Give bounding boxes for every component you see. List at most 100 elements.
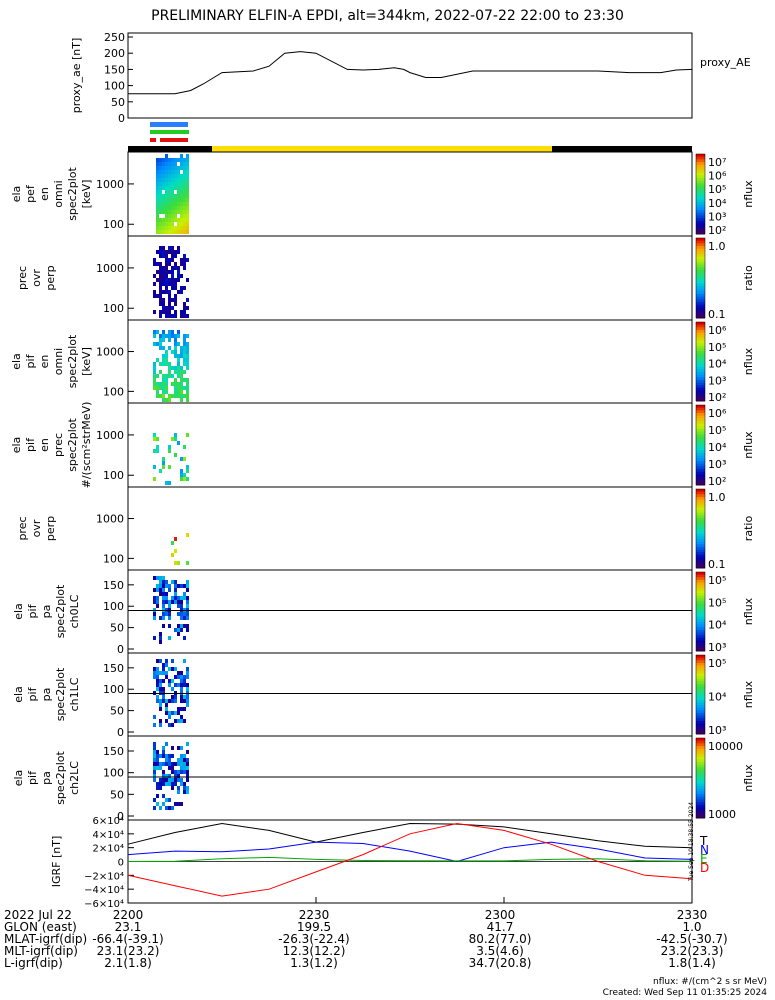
proxy-ae-ytick-label: 0 [118,112,125,125]
colorbar-segment [696,194,705,198]
spectrogram-pixel [180,699,183,703]
spectrogram-pixel [177,374,180,378]
colorbar-tick-label: 10³ [708,374,726,387]
colorbar-tick-label: 10⁶ [708,324,727,337]
spectrogram-pixel [171,786,174,790]
spectrogram-pixel [165,612,168,616]
spectrogram-pixel [177,170,180,174]
spectrogram-ylabel-word: pa [40,771,53,785]
colorbar-segment [696,502,705,506]
spectrogram-pixel [180,346,183,350]
colorbar-segment [696,812,705,816]
colorbar-segment [696,327,705,331]
spectrogram-pixel [159,334,162,338]
spectrogram-pixel [171,699,174,703]
colorbar-segment [696,807,705,811]
spectrogram-pixel [159,394,162,398]
footer-row-label: MLAT-igrf(dip) [4,932,88,946]
spectrogram-pixel [162,302,165,306]
spectrogram-pixel [168,774,171,778]
spectrogram-pixel [159,158,162,162]
colorbar-segment [696,562,705,566]
spectrogram-pixel [153,465,156,469]
colorbar-segment [696,783,705,787]
spectrogram-pixel [162,206,165,210]
spectrogram-pixel [159,278,162,282]
spectrogram-pixel [168,226,171,230]
spectrogram-pixel [156,170,159,174]
spectrogram-pixel [159,302,162,306]
colorbar-tick-label: 10⁵ [708,574,726,587]
colorbar-segment [696,751,705,755]
spectrogram-pixel [171,202,174,206]
spectrogram-pixel [159,636,162,640]
colorbar-segment [696,275,705,279]
colorbar-frame [695,571,706,652]
colorbar-segment [696,283,705,287]
colorbar-segment [696,608,705,612]
footer-row-value: -26.3(-22.4) [278,932,350,946]
spectrogram-pixel [162,282,165,286]
spectrogram-pixel [156,695,159,699]
spectrogram-pixel [174,298,177,302]
spectrogram-pixel [156,158,159,162]
spectrogram-pixel [177,386,180,390]
spectrogram-pixel [168,330,171,334]
spectrogram-pixel [165,274,168,278]
colorbar-segment [696,788,705,792]
spectrogram-pixel [156,386,159,390]
spectrogram-pixel [171,206,174,210]
spectrogram-pixel [180,370,183,374]
spectrogram-pixel [183,162,186,166]
spectrogram-pixel [177,770,180,774]
spectrogram-pixel [186,382,189,386]
spectrogram-pixel [174,286,177,290]
colorbar-segment [696,358,705,362]
spectrogram-panel-2: 1000 100 prec ovr perp 1.0 0.1 ratio [16,235,755,321]
spectrogram-pixel [180,190,183,194]
spectrogram-pixel [171,230,174,234]
spectrogram-pixel [180,398,183,402]
spectrogram-pixel [165,600,168,604]
colorbar-segment [696,691,705,695]
spectrogram-pixel [180,310,183,314]
spectrogram-pixel [156,584,159,588]
spectrogram-pixel [180,770,183,774]
spectrogram-pixel [183,770,186,774]
spectrogram-pixel [165,663,168,667]
spectrogram-pixel [180,477,183,481]
spectrogram-ylabel-word: spec2plot [66,167,79,221]
spectrogram-pixel [159,382,162,386]
colorbar-segment [696,528,705,532]
colorbar-segment [696,350,705,355]
colorbar-segment [696,390,705,394]
spectrogram-pixel [183,782,186,786]
spectrogram-pixel [171,198,174,202]
colorbar-segment [696,491,705,495]
spectrogram-pixel [156,194,159,198]
spectrogram-pixel [159,226,162,230]
spectrogram-pixel [159,210,162,214]
spectrogram-pixel [174,561,177,565]
spectrogram-pixel [180,178,183,182]
spectrogram-pixel [186,378,189,382]
spectrogram-pixel [165,194,168,198]
spectrogram-pixel [183,222,186,226]
spectrogram-pixel [156,374,159,378]
spectrogram-pixel [186,778,189,782]
spectrogram-pixel [186,354,189,358]
colorbar-segment [696,611,705,615]
spectrogram-pixel [177,210,180,214]
spectrogram-pixel [186,342,189,346]
spectrogram-pixel [183,178,186,182]
spectrogram-pixel [162,330,165,334]
spectrogram-pixel [165,742,168,746]
spectrogram-pixel [153,742,156,746]
spectrogram-pixel [177,342,180,346]
spectrogram-pixel [168,174,171,178]
colorbar-tick-label: 10² [708,224,726,237]
spectrogram-pixel [177,358,180,362]
colorbar-segment [696,479,705,483]
spectrogram-pixel [171,278,174,282]
spectrogram-pixel [171,766,174,770]
